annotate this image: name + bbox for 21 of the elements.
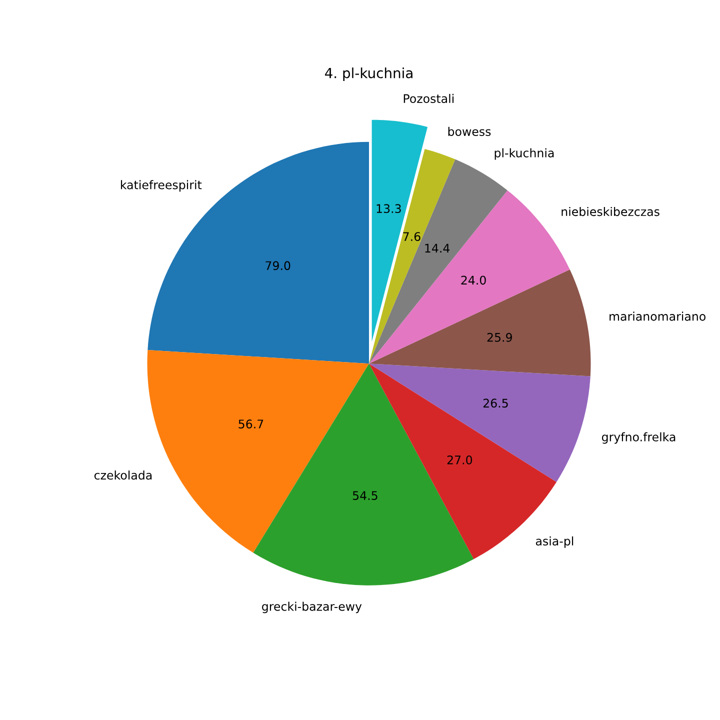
data-label: 26.5 [483,398,508,408]
data-label: 13.3 [376,204,401,214]
slice-label: grecki-bazar-ewy [262,602,362,614]
slice-label: gryfno.frelka [602,432,676,444]
slice-label: marianomariano [610,312,706,321]
chart-title: 4. pl-kuchnia [324,68,412,81]
slice-label: czekolada [94,470,152,480]
slice-label: Pozostali [404,94,454,104]
data-label: 14.4 [425,244,450,253]
data-label: 54.5 [352,491,378,500]
slice-label: katiefreespirit [120,180,202,192]
data-label: 24.0 [461,276,486,285]
data-label: 7.6 [403,232,420,242]
data-label: 25.9 [487,332,512,342]
data-label: 27.0 [447,455,472,464]
slice-label: niebieskibezczas [562,206,660,216]
slice-label: asia-pl [536,536,574,548]
data-label: 56.7 [238,420,264,428]
data-label: 79.0 [266,261,290,270]
slice-label: pl-kuchnia [494,148,554,160]
slice-label: bowess [448,126,491,136]
